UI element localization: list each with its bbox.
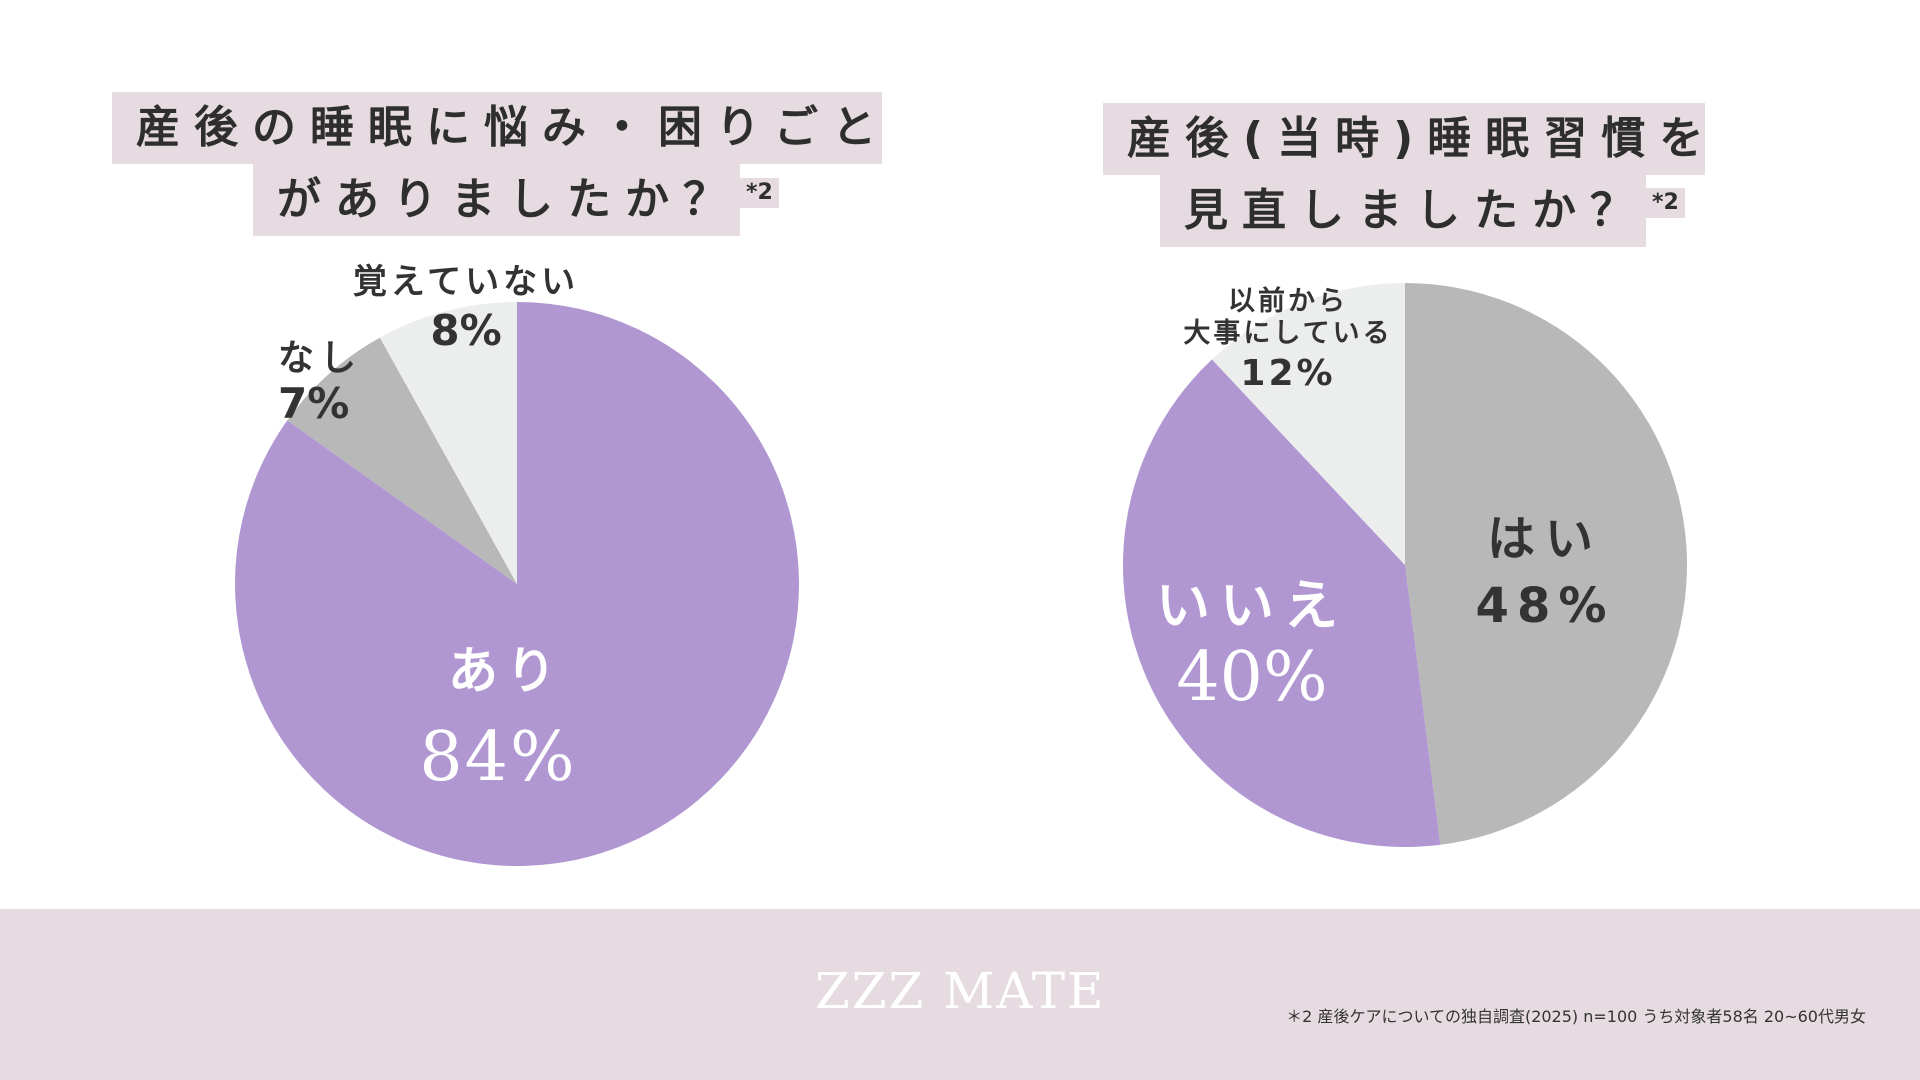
chart2-title-line1: 産後(当時)睡眠習慣を: [1103, 103, 1705, 175]
chart2-slice-hai: [1405, 283, 1687, 845]
chart1-slice-oboeteinai: [379, 302, 517, 584]
chart1-title-line2: がありましたか？: [253, 164, 740, 236]
chart2-label-hai: はい: [1487, 511, 1603, 567]
source-note: ＊2 産後ケアについての独自調査(2025) n=100 うち対象者58名 20…: [1286, 1007, 1866, 1026]
chart1-title-line1: 産後の睡眠に悩み・困りごと: [112, 92, 882, 164]
chart1-label-oboeteinai: 覚えていない: [353, 262, 579, 302]
chart1-label-ari: あり: [448, 642, 564, 700]
chart2-title-note: *2: [1646, 188, 1685, 218]
chart2-slice-izen: [1211, 283, 1405, 565]
chart2-value-izen: 12%: [1240, 353, 1335, 394]
chart2-pie: [1123, 283, 1687, 847]
chart1-value-ari: 84%: [419, 718, 576, 797]
chart2-label-izen-line1: 以前から: [1228, 285, 1348, 317]
pie-charts: あり 84% なし 7% 覚えていない 8% はい 48% いいえ 40% 以前…: [234, 262, 1687, 866]
chart2-label-iie: いいえ: [1156, 574, 1348, 637]
zzz-mate-logo: ZZZ MATE: [815, 962, 1106, 1020]
chart2-value-hai: 48%: [1476, 578, 1615, 634]
chart1-value-oboeteinai: 8%: [430, 306, 501, 355]
chart2-title-line2: 見直しましたか？: [1160, 175, 1646, 247]
chart1-slice-nashi: [287, 337, 517, 584]
chart1-label-nashi: なし: [278, 338, 362, 379]
chart2-slice-iie: [1123, 359, 1441, 847]
chart2-value-iie: 40%: [1176, 638, 1327, 717]
chart1-title-note: *2: [740, 178, 779, 208]
chart1-pie: [234, 302, 799, 866]
chart2-label-izen-line2: 大事にしている: [1183, 318, 1392, 349]
chart1-value-nashi: 7%: [278, 379, 349, 428]
footer: [0, 909, 1920, 1080]
